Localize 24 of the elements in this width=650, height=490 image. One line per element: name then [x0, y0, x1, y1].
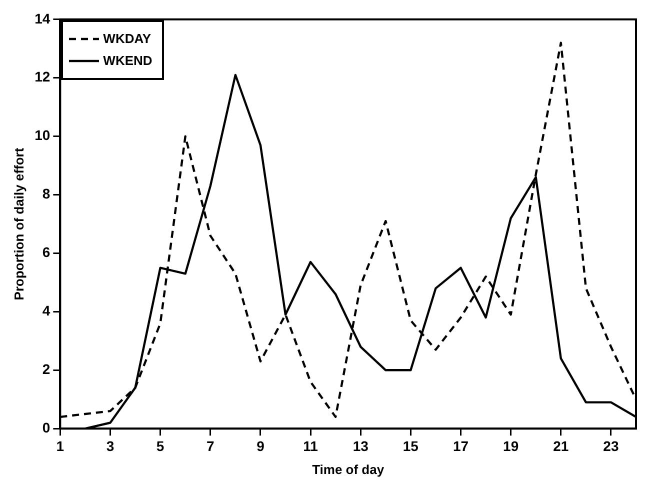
legend-label: WKDAY [103, 30, 152, 48]
x-tick-label: 13 [352, 438, 369, 454]
x-axis-title: Time of day [312, 462, 385, 477]
x-tick-label: 15 [402, 438, 419, 454]
x-tick-label: 5 [156, 438, 164, 454]
y-tick-label: 14 [34, 10, 50, 26]
y-tick-label: 2 [42, 361, 50, 377]
y-tick-label: 10 [34, 127, 50, 144]
x-tick-label: 17 [452, 438, 469, 454]
y-tick-label: 12 [34, 68, 50, 85]
x-tick-label: 9 [256, 438, 265, 454]
x-tick-label: 23 [603, 438, 619, 454]
y-tick-label: 6 [42, 244, 50, 260]
x-tick-label: 11 [303, 438, 318, 454]
x-tick-label: 7 [206, 438, 214, 454]
y-tick-label: 8 [42, 186, 50, 202]
legend-label: WKEND [103, 52, 152, 70]
y-tick-label: 4 [42, 302, 50, 319]
x-tick-label: 19 [503, 438, 519, 454]
y-axis-title: Proportion of daily effort [11, 147, 26, 300]
x-tick-label: 21 [553, 438, 569, 454]
x-tick-label: 1 [56, 438, 64, 454]
x-tick-label: 3 [106, 438, 114, 454]
y-tick-label: 0 [42, 419, 50, 436]
